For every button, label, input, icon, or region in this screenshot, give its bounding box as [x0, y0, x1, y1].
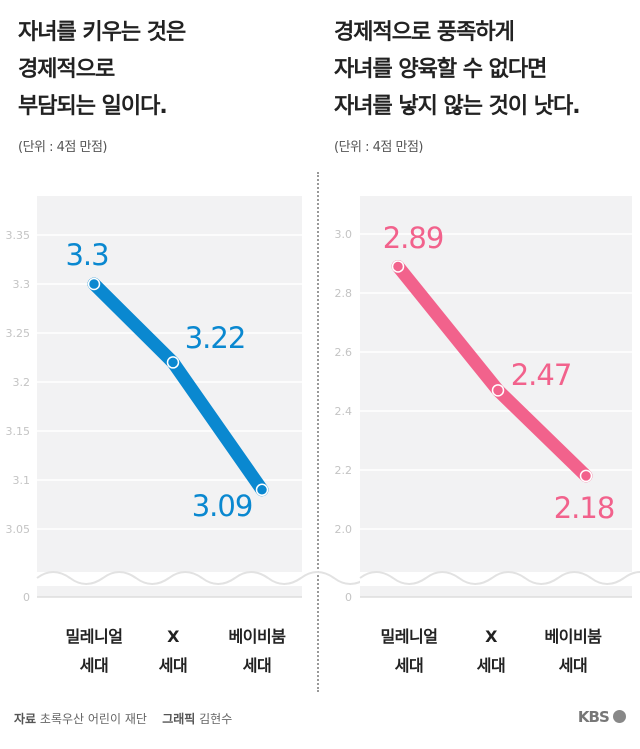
- left-ytick-label: 3.15: [6, 425, 31, 438]
- left-ytick-label: 3.3: [13, 278, 31, 291]
- left-data-label: 3.3: [65, 238, 108, 272]
- graphic-credit: 김현수: [199, 712, 233, 726]
- left-ytick-label: 0: [23, 591, 30, 604]
- left-ytick-label: 3.2: [13, 376, 31, 389]
- right-data-label: 2.47: [511, 358, 572, 392]
- right-data-point: [491, 384, 505, 397]
- right-chart-unit: (단위 : 4점 만점): [334, 140, 424, 155]
- left-data-point: [166, 356, 180, 369]
- left-axis-break-band: [37, 572, 302, 586]
- left-plot-area: [37, 196, 302, 597]
- source-label: 자료: [14, 712, 37, 726]
- left-ytick-label: 3.25: [6, 327, 31, 340]
- left-axis-break-icon: [36, 571, 368, 585]
- right-ytick-label: 2.0: [335, 523, 353, 536]
- right-chart-title: 경제적으로 풍족하게 자녀를 양육할 수 없다면 자녀를 낳지 않는 것이 낫다…: [334, 20, 581, 119]
- right-ytick-label: 3.0: [335, 228, 353, 241]
- divider: [317, 172, 319, 692]
- left-ytick-label: 3.05: [6, 523, 31, 536]
- left-ytick-label: 3.1: [13, 474, 31, 487]
- left-category-2: 베이비붐 세대: [228, 627, 286, 675]
- source: 초록우산 어린이 재단: [39, 712, 147, 726]
- right-category-1: X 세대: [476, 627, 506, 675]
- left-data-point: [87, 277, 101, 291]
- left-chart-unit: (단위 : 4점 만점): [18, 140, 108, 155]
- right-data-point: [579, 469, 593, 483]
- right-category-0: 밀레니얼 세대: [380, 627, 438, 675]
- kbs-logo: KBS: [578, 708, 626, 726]
- right-axis-break-icon: [359, 571, 640, 585]
- left-chart-title: 자녀를 키우는 것은 경제적으로 부담되는 일이다.: [18, 20, 186, 119]
- right-ytick-label: 0: [345, 591, 352, 604]
- right-category-2: 베이비붐 세대: [544, 627, 602, 675]
- right-ytick-label: 2.2: [335, 464, 353, 477]
- left-category-1: X 세대: [158, 627, 188, 675]
- graphic-label: 그래픽: [162, 712, 196, 726]
- right-ytick-label: 2.4: [335, 405, 353, 418]
- right-data-label: 2.89: [383, 221, 444, 255]
- left-data-label: 3.09: [192, 489, 253, 523]
- right-data-point: [391, 260, 405, 273]
- left-ytick-label: 3.35: [6, 229, 31, 242]
- footer-credits: 자료 초록우산 어린이 재단 그래픽 김현수: [14, 710, 232, 727]
- right-ytick-label: 2.6: [335, 346, 353, 359]
- right-data-label: 2.18: [554, 491, 615, 525]
- right-ytick-label: 2.8: [335, 287, 353, 300]
- left-data-label: 3.22: [185, 321, 246, 355]
- left-data-point: [255, 483, 269, 497]
- left-category-0: 밀레니얼 세대: [65, 627, 123, 675]
